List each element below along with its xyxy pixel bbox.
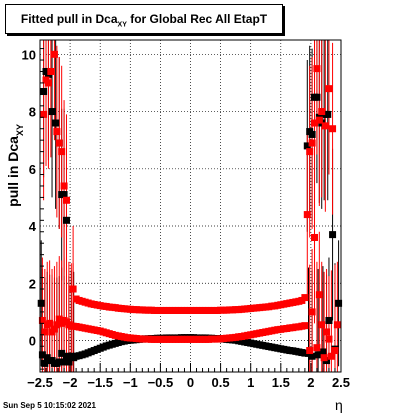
data-point [46,319,54,327]
data-point [306,347,314,355]
data-point [62,216,70,224]
y-tick-label: 6 [29,162,36,177]
data-point [308,352,316,360]
data-point [318,108,326,116]
data-point [333,321,341,329]
data-point [40,110,48,118]
data-point [325,85,333,93]
data-point [40,88,48,96]
data-point [306,148,314,156]
y-tick-label: 8 [29,105,36,120]
data-point [38,351,46,359]
title-suffix: for Global Rec All EtapT [126,12,268,26]
x-axis-label: η [335,397,343,413]
data-point [323,328,331,336]
data-point [60,358,68,366]
y-axis-label: pull in DcaXY [5,124,25,207]
data-point [313,344,321,352]
data-point [303,142,311,150]
title-box: Fitted pull in DcaXY for Global Rec All … [5,4,283,34]
data-point [313,65,321,73]
data-point [325,335,333,343]
x-tick-label: 2 [307,375,314,390]
x-tick-label: 1 [247,375,254,390]
data-point [315,291,323,299]
x-tick-label: 2.5 [332,375,350,390]
title-subscript: XY [117,21,127,29]
grid-layer [39,40,342,372]
data-point [301,294,309,302]
data-point [58,148,66,156]
data-point [50,50,58,58]
x-tick-label: −2.5 [27,375,53,390]
x-tick-label: 0 [187,375,194,390]
data-point [335,299,343,307]
data-point [53,128,61,136]
data-point [327,352,335,360]
data-point [329,231,337,239]
data-point [52,119,60,127]
data-point [41,328,49,336]
title-prefix: Fitted pull in Dca [20,12,118,26]
data-point [301,322,309,330]
data-point [314,351,322,359]
footer-date: Sun Sep 5 10:15:02 2021 [3,401,96,410]
data-point [37,299,45,307]
data-point [44,79,52,87]
data-point [303,211,311,219]
y-axis-label-sub: XY [15,124,25,136]
data-point [53,321,61,329]
y-tick-label: 0 [29,334,36,349]
data-point [320,354,328,362]
data-point [69,285,77,293]
data-point [311,119,319,127]
axes-layer: −2.5 −2 −1.5 −1 −0.5 0 0.5 1 1.5 2 2.5 0 2 4 6 8 10 [22,39,350,390]
chart-title: Fitted pull in DcaXY for Global Rec All … [6,12,282,28]
error-bars [40,40,340,372]
data-point [308,308,316,316]
data-point [325,316,333,324]
x-tick-label: −1.5 [87,375,113,390]
data-point [321,122,329,130]
x-tick-label: −2 [63,375,78,390]
data-point [308,139,316,147]
y-tick-label: 2 [29,276,36,291]
data-point [318,321,326,329]
data-point [313,93,321,101]
data-point [311,233,319,241]
data-point [315,116,323,124]
data-markers [37,50,343,367]
data-point [38,316,46,324]
data-point [48,108,56,116]
data-point [60,191,68,199]
data-point [55,358,63,366]
data-point [324,110,332,118]
y-tick-label: 4 [29,219,37,234]
data-point [41,359,49,367]
data-point [301,349,309,357]
data-point [58,349,66,357]
data-point [55,315,63,323]
y-tick-label: 10 [22,47,36,62]
data-point [55,139,63,147]
x-tick-label: 1.5 [272,375,290,390]
data-point [331,347,339,355]
data-point [65,358,73,366]
data-point [329,125,337,133]
data-point [62,196,70,204]
data-point [319,348,327,356]
data-point [47,67,55,75]
x-tick-label: 0.5 [212,375,230,390]
data-point [50,325,58,333]
data-point [60,182,68,190]
data-point [308,130,316,138]
x-tick-label: −0.5 [148,375,174,390]
data-point [62,352,70,360]
x-tick-label: −1 [123,375,138,390]
